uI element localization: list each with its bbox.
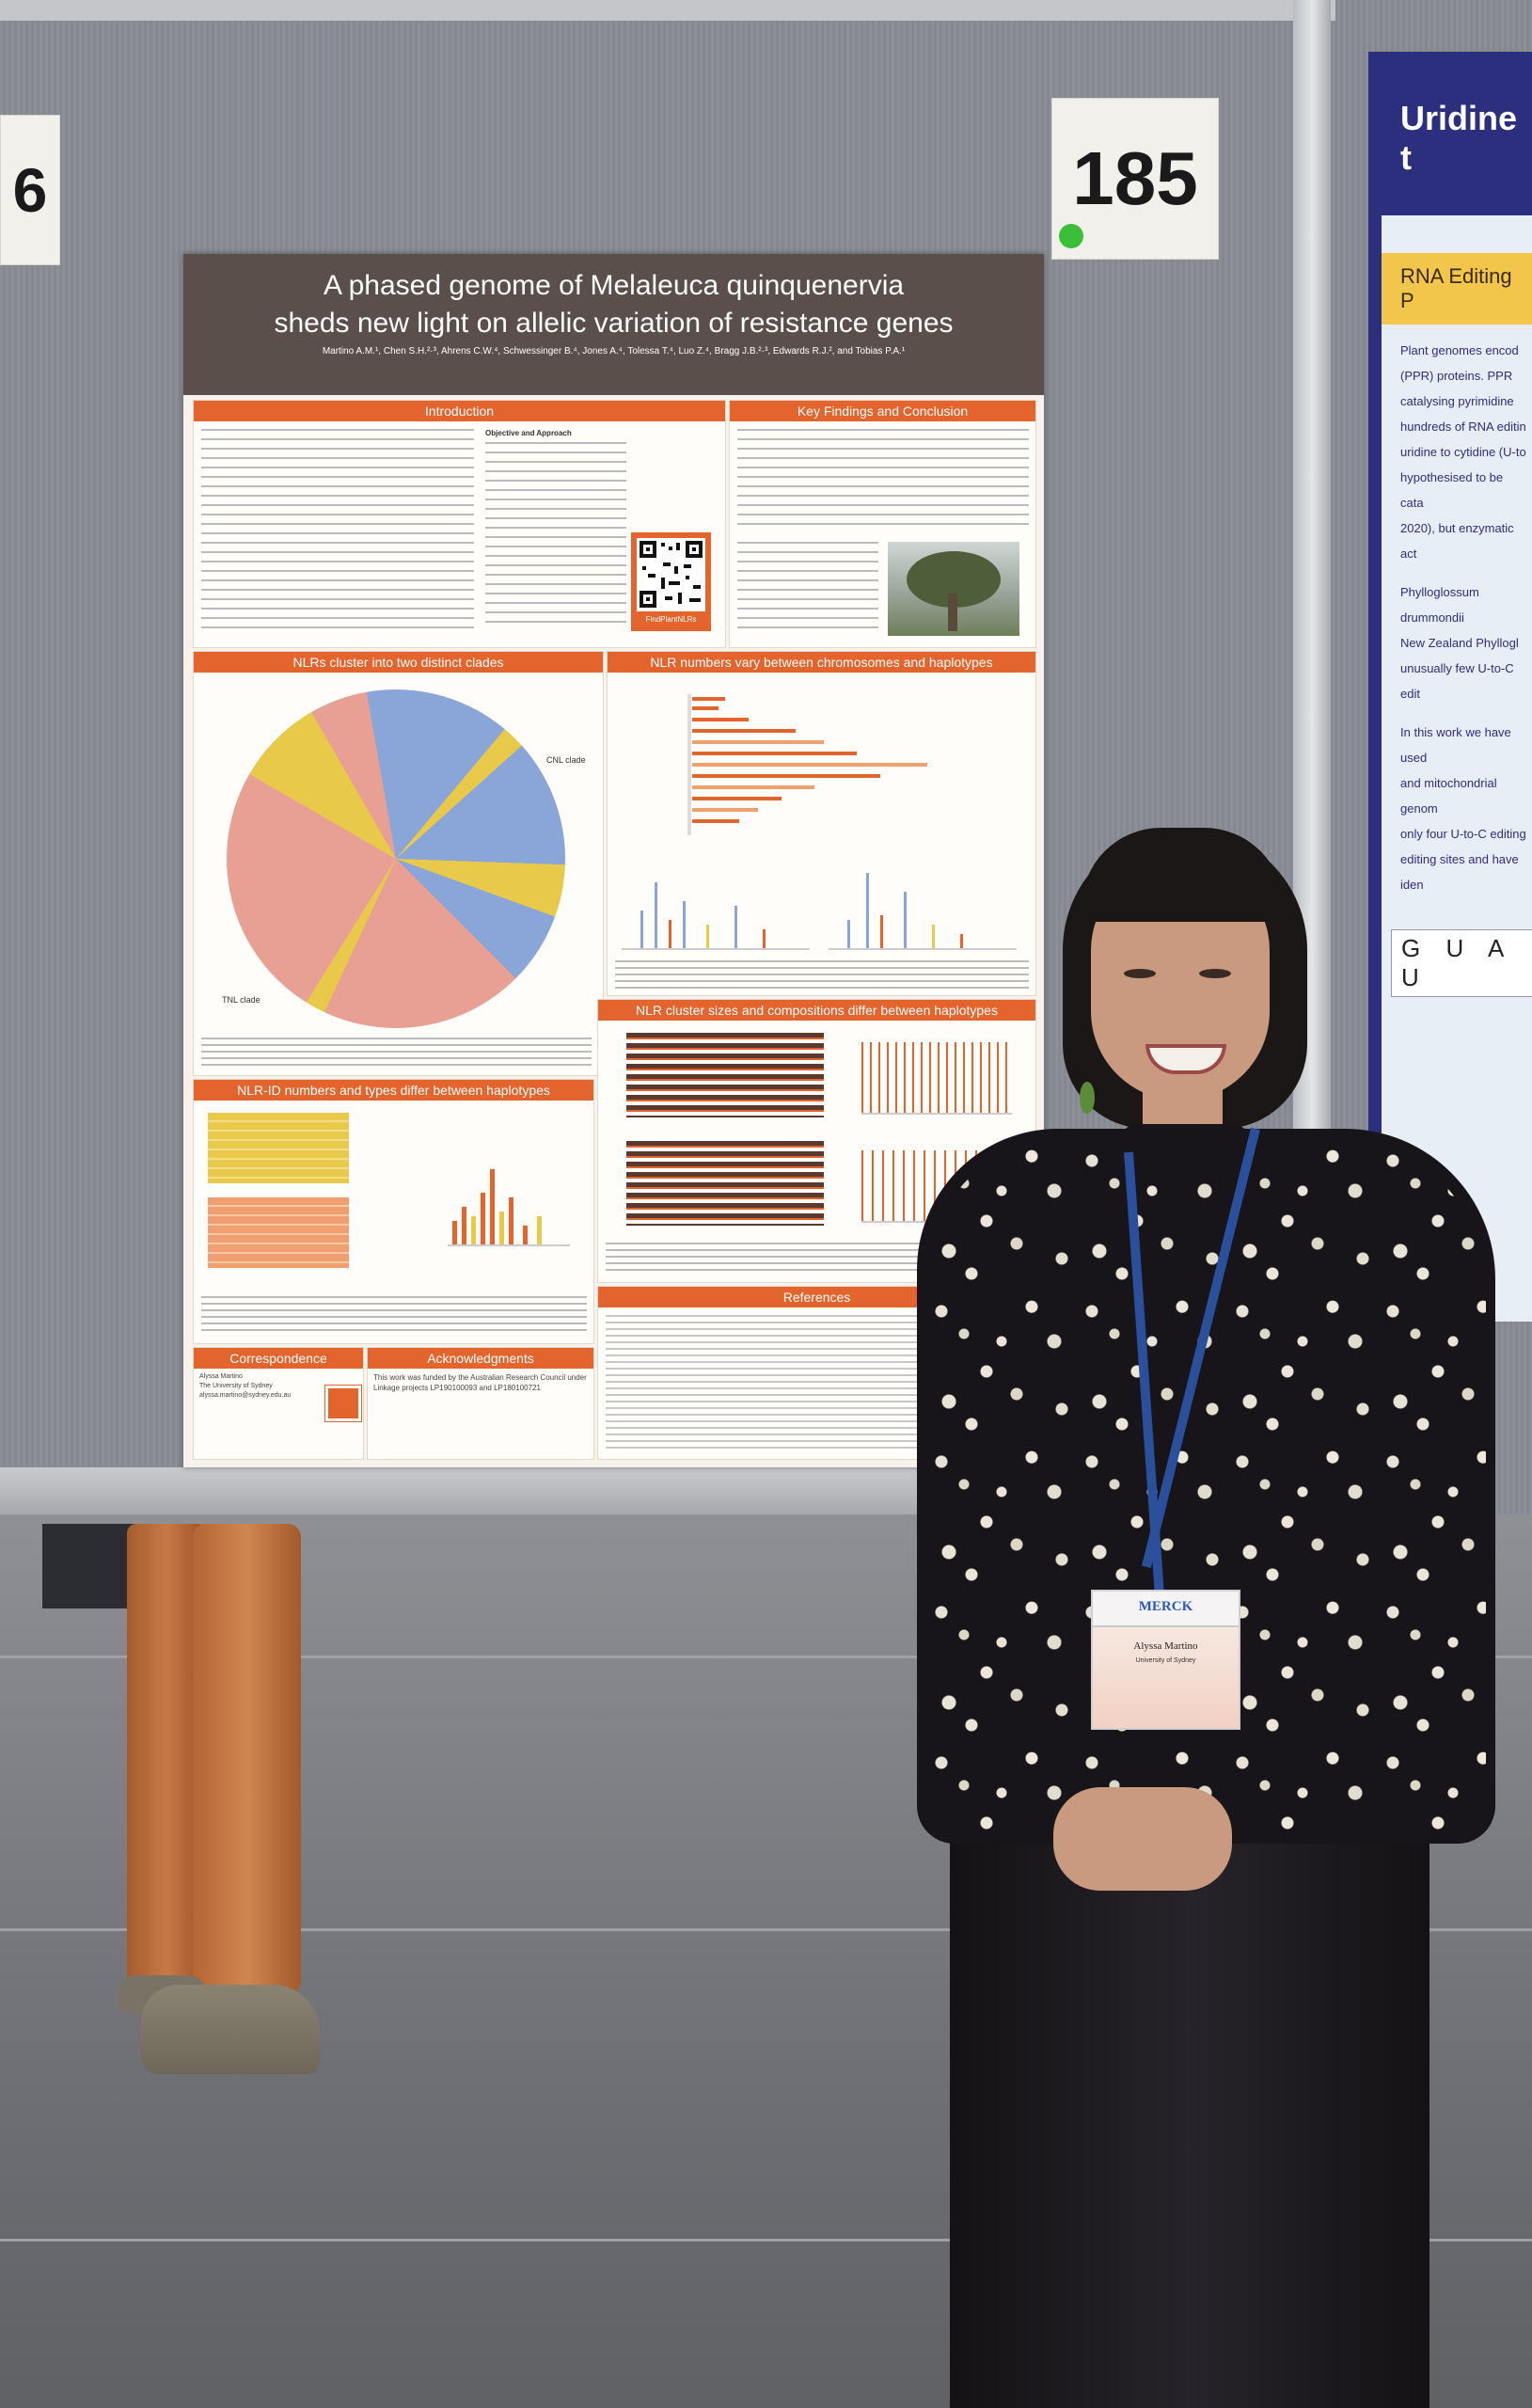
board-pole [1293, 0, 1331, 1467]
floor-line [0, 1656, 1532, 1658]
floor-line [0, 2239, 1532, 2242]
section-acknowledgments: Acknowledgments This work was funded by … [367, 1347, 594, 1460]
tnl-clade-label: TNL clade [222, 995, 261, 1005]
section-nlr-id: NLR-ID numbers and types differ between … [193, 1079, 594, 1344]
bystander-shoe-right [141, 1985, 320, 2074]
text-line: 2020), but enzymatic act [1400, 521, 1514, 561]
section-clades: NLRs cluster into two distinct clades CN… [193, 651, 604, 1076]
poster-title-line: A phased genome of Melaleuca quinquenerv… [323, 270, 905, 301]
text-line: (PPR) proteins. PPR [1400, 369, 1513, 383]
board-number-left: 6 [0, 115, 60, 265]
bystander-leg-right [193, 1524, 301, 1994]
poster-title: A phased genome of Melaleuca quinquenerv… [183, 254, 1044, 342]
section-introduction: Introduction Objective and Approach Find… [193, 400, 726, 648]
neighbour-poster-sequence: G U A U [1391, 929, 1532, 997]
qr-code-frame: FindPlantNLRs [631, 532, 711, 631]
axis [687, 694, 691, 835]
section-heading: References [598, 1287, 1035, 1307]
cnl-clade-label: CNL clade [546, 755, 586, 765]
floor-line [0, 1928, 1532, 1931]
board-top-rail [0, 0, 1335, 21]
objective-text-block [485, 442, 626, 630]
qr-caption: FindPlantNLRs [645, 615, 697, 624]
text-line: catalysing pyrimidine [1400, 394, 1514, 408]
text-line: uridine to cytidine (U-to [1400, 445, 1526, 459]
section-heading: NLRs cluster into two distinct clades [194, 652, 603, 673]
conclusion-text-block [737, 542, 878, 636]
neighbour-poster-text: Plant genomes encod (PPR) proteins. PPR … [1382, 325, 1532, 911]
board-bottom-rail [0, 1467, 1411, 1514]
section-references: References [597, 1286, 1036, 1460]
nlr-id-bar-chart [448, 1150, 570, 1246]
research-poster: A phased genome of Melaleuca quinquenerv… [183, 254, 1044, 1467]
section-heading: NLR-ID numbers and types differ between … [194, 1080, 593, 1101]
figure-caption [201, 1296, 587, 1336]
neighbour-poster-title: Uridine t [1382, 52, 1532, 215]
acknowledgments-text: This work was funded by the Australian R… [373, 1373, 587, 1392]
qr-code-pattern [640, 541, 703, 608]
objective-heading: Objective and Approach [485, 429, 572, 437]
text-line: New Zealand Phyllogl [1400, 636, 1519, 650]
board-number-right: 185 [1051, 98, 1219, 260]
section-heading: NLR numbers vary between chromosomes and… [608, 652, 1035, 673]
findings-text-block [737, 429, 1029, 532]
text-line: editing sites and have iden [1400, 852, 1519, 892]
section-heading: Introduction [194, 401, 725, 421]
sankey-plot-b [208, 1197, 349, 1268]
figure-caption [615, 960, 1029, 989]
cluster-plot-b [626, 1141, 824, 1226]
bar-chart-c [829, 863, 1017, 950]
section-key-findings: Key Findings and Conclusion [729, 400, 1036, 648]
cluster-plot-a [626, 1033, 824, 1117]
section-heading: Acknowledgments [368, 1348, 593, 1369]
section-correspondence: Correspondence Alyssa Martino The Univer… [193, 1347, 364, 1460]
section-nlr-clusters: NLR cluster sizes and compositions diffe… [597, 999, 1036, 1283]
tree-photo [888, 542, 1019, 636]
section-nlr-numbers: NLR numbers vary between chromosomes and… [607, 651, 1036, 996]
qr-code[interactable] [637, 538, 705, 611]
intro-text-block [201, 429, 474, 636]
bar-chart-b [622, 863, 810, 950]
text-line: Plant genomes encod [1400, 343, 1519, 357]
poster-header: A phased genome of Melaleuca quinquenerv… [183, 254, 1044, 395]
figure-caption [201, 1038, 592, 1068]
phylogenetic-tree-chart [227, 689, 565, 1028]
bystander-shadow [42, 1524, 136, 1608]
poster-authors: Martino A.M.¹, Chen S.H.²·³, Ahrens C.W.… [322, 346, 906, 356]
text-line: Phylloglossum drummondii [1400, 585, 1479, 625]
sankey-plot-a [208, 1113, 349, 1183]
figure-caption [606, 1243, 1029, 1275]
correspondence-text: Alyssa Martino The University of Sydney … [199, 1373, 292, 1399]
section-heading: Key Findings and Conclusion [730, 401, 1035, 421]
section-heading: NLR cluster sizes and compositions diffe… [598, 1000, 1035, 1021]
references-list [606, 1315, 1029, 1451]
neighbour-poster: Uridine t RNA Editing P Plant genomes en… [1368, 52, 1532, 1322]
text-line: only four U-to-C editing [1400, 827, 1526, 841]
cluster-bars-c [861, 1042, 1012, 1115]
cluster-bars-d [861, 1150, 1012, 1223]
poster-title-line: sheds new light on allelic variation of … [274, 308, 954, 339]
section-heading: Correspondence [194, 1348, 363, 1369]
text-line: and mitochondrial genom [1400, 776, 1497, 816]
small-qr-code[interactable] [324, 1385, 362, 1422]
neighbour-poster-subtitle: RNA Editing P [1382, 253, 1532, 325]
text-line: In this work we have used [1400, 725, 1511, 765]
green-dot-sticker [1059, 224, 1083, 248]
text-line: hundreds of RNA editin [1400, 420, 1526, 434]
text-line: hypothesised to be cata [1400, 470, 1504, 510]
text-line: unusually few U-to-C edit [1400, 661, 1514, 701]
